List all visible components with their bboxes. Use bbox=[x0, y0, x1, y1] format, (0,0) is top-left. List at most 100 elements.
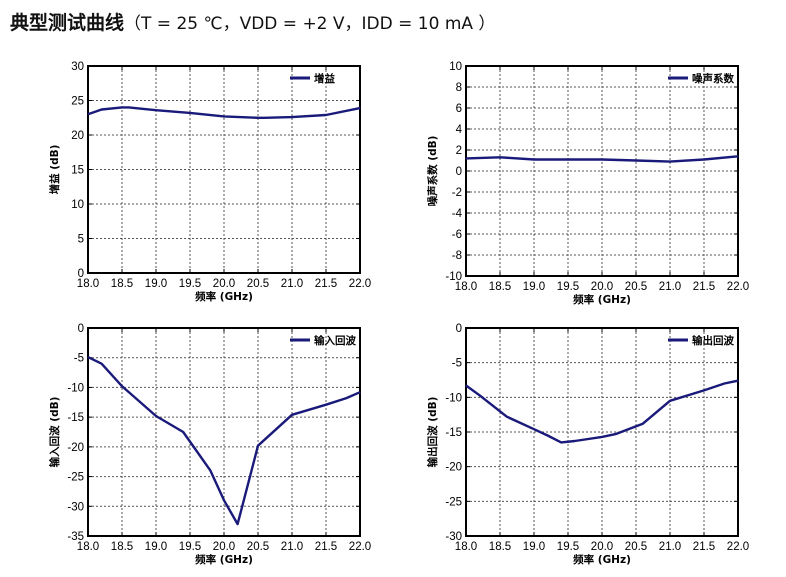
data-point bbox=[723, 382, 726, 385]
x-tick-label: 20.0 bbox=[213, 541, 235, 553]
data-point bbox=[601, 158, 603, 161]
series-line-1 bbox=[87, 106, 361, 120]
data-point bbox=[533, 158, 535, 161]
data-point bbox=[574, 440, 576, 442]
y-tick-label: 6 bbox=[456, 103, 462, 115]
x-tick-label: 19.5 bbox=[557, 281, 579, 293]
data-point bbox=[615, 433, 617, 435]
x-tick-label: 20.5 bbox=[625, 541, 647, 553]
x-tick-label: 18.0 bbox=[455, 281, 477, 293]
x-axis-label: 频率 (GHz) bbox=[573, 553, 631, 566]
y-tick-label: 15 bbox=[71, 165, 84, 177]
y-tick-label: 25 bbox=[71, 96, 84, 108]
x-tick-label: 21.0 bbox=[281, 278, 303, 290]
y-tick-label: -15 bbox=[67, 412, 84, 424]
y-tick-label: 0 bbox=[78, 323, 84, 335]
legend-label: 输出回波 bbox=[692, 334, 734, 347]
y-tick-label: -2 bbox=[452, 187, 462, 199]
x-tick-label: 19.5 bbox=[179, 278, 201, 290]
y-axis-label: 噪声系数 (dB) bbox=[426, 136, 439, 207]
series-line-1 bbox=[465, 379, 739, 444]
y-tick-label: 0 bbox=[456, 323, 462, 335]
x-tick-label: 22.0 bbox=[727, 281, 749, 293]
x-axis-label: 频率 (GHz) bbox=[195, 553, 253, 566]
x-tick-label: 22.0 bbox=[727, 541, 749, 553]
y-tick-label: -25 bbox=[67, 472, 84, 484]
data-point bbox=[291, 414, 293, 416]
y-tick-label: -30 bbox=[67, 501, 84, 513]
legend-label: 输入回波 bbox=[314, 334, 356, 347]
y-tick-label: -8 bbox=[452, 250, 462, 262]
data-point bbox=[465, 384, 467, 387]
data-point bbox=[291, 116, 293, 118]
data-point bbox=[101, 108, 103, 111]
page-title: 典型测试曲线（T = 25 ℃，VDD = +2 V，IDD = 10 mA ） bbox=[10, 8, 495, 35]
x-tick-label: 21.0 bbox=[659, 281, 681, 293]
data-point bbox=[465, 157, 467, 159]
y-tick-label: 8 bbox=[456, 82, 462, 94]
data-point bbox=[155, 109, 157, 111]
data-point bbox=[257, 445, 259, 447]
data-point bbox=[209, 470, 211, 472]
y-tick-label: 2 bbox=[456, 145, 462, 157]
y-tick-label: 5 bbox=[78, 234, 84, 246]
data-point bbox=[669, 400, 671, 402]
y-tick-label: -20 bbox=[445, 462, 462, 474]
data-point bbox=[547, 434, 549, 437]
data-point bbox=[560, 441, 562, 443]
chart-panel-3: 18.0 18.5 19.0 19.5 20.0 20.5 21.0 21.5 22.0 -35 -… bbox=[48, 323, 371, 566]
data-point bbox=[182, 431, 184, 433]
x-tick-label: 19.0 bbox=[523, 541, 545, 553]
y-axis-label: 输入回波 (dB) bbox=[48, 397, 61, 468]
x-tick-label: 19.5 bbox=[179, 541, 201, 553]
data-point bbox=[87, 356, 89, 358]
y-tick-label: 0 bbox=[78, 268, 84, 280]
x-tick-label: 19.5 bbox=[557, 541, 579, 553]
x-tick-label: 19.0 bbox=[145, 278, 167, 290]
data-point bbox=[506, 416, 508, 418]
chart-panel-1: 18.0 18.5 19.0 19.5 20.0 20.5 21.0 21.5 22.0 0 5 10… bbox=[48, 61, 371, 303]
y-tick-label: -10 bbox=[445, 392, 462, 404]
x-tick-label: 18.0 bbox=[77, 278, 99, 290]
y-tick-label: -10 bbox=[445, 271, 462, 283]
y-axis-label: 输出回波 (dB) bbox=[426, 397, 439, 468]
legend-label: 噪声系数 bbox=[692, 72, 734, 85]
y-tick-label: -10 bbox=[67, 382, 84, 394]
data-point bbox=[189, 112, 191, 114]
x-tick-label: 21.5 bbox=[693, 281, 715, 293]
data-point bbox=[479, 394, 481, 396]
data-point bbox=[223, 499, 225, 501]
data-point bbox=[121, 106, 123, 108]
legend-label: 增益 bbox=[314, 72, 335, 85]
data-point bbox=[635, 159, 637, 162]
data-point bbox=[359, 107, 361, 109]
title-conditions: （T = 25 ℃，VDD = +2 V，IDD = 10 mA ） bbox=[124, 14, 496, 34]
y-tick-label: -5 bbox=[74, 353, 84, 365]
x-tick-label: 19.0 bbox=[145, 541, 167, 553]
y-tick-label: 30 bbox=[71, 61, 84, 73]
data-point bbox=[359, 391, 361, 393]
y-tick-label: -4 bbox=[452, 208, 463, 220]
y-tick-label: -5 bbox=[452, 358, 462, 370]
x-tick-label: 20.5 bbox=[625, 281, 647, 293]
x-tick-label: 21.5 bbox=[315, 278, 337, 290]
y-tick-label: 10 bbox=[71, 199, 84, 211]
x-tick-label: 22.0 bbox=[349, 541, 371, 553]
data-point bbox=[533, 428, 535, 430]
y-axis-label: 增益 (dB) bbox=[48, 145, 61, 195]
data-point bbox=[87, 113, 89, 115]
data-point bbox=[737, 380, 739, 382]
x-axis-label: 频率 (GHz) bbox=[573, 293, 631, 306]
x-axis-label: 频率 (GHz) bbox=[195, 290, 253, 303]
y-tick-label: -6 bbox=[452, 229, 462, 241]
data-point bbox=[257, 117, 259, 119]
data-point bbox=[703, 158, 705, 161]
data-point bbox=[101, 363, 103, 365]
x-tick-label: 21.0 bbox=[281, 541, 303, 553]
data-point bbox=[642, 423, 644, 425]
x-tick-label: 21.0 bbox=[659, 541, 681, 553]
data-point bbox=[237, 523, 239, 525]
x-tick-label: 18.5 bbox=[489, 541, 511, 553]
data-point bbox=[223, 115, 225, 117]
y-tick-label: 0 bbox=[456, 166, 462, 178]
